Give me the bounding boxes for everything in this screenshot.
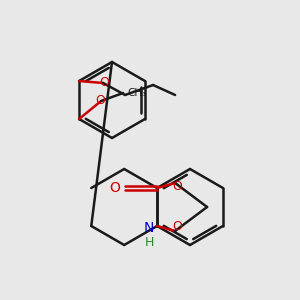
Text: H: H (144, 236, 154, 250)
Text: CH₃: CH₃ (128, 88, 147, 98)
Text: O: O (95, 94, 105, 106)
Text: N: N (144, 221, 154, 235)
Text: O: O (110, 181, 121, 195)
Text: O: O (172, 220, 182, 233)
Text: O: O (99, 76, 109, 88)
Text: O: O (172, 181, 182, 194)
